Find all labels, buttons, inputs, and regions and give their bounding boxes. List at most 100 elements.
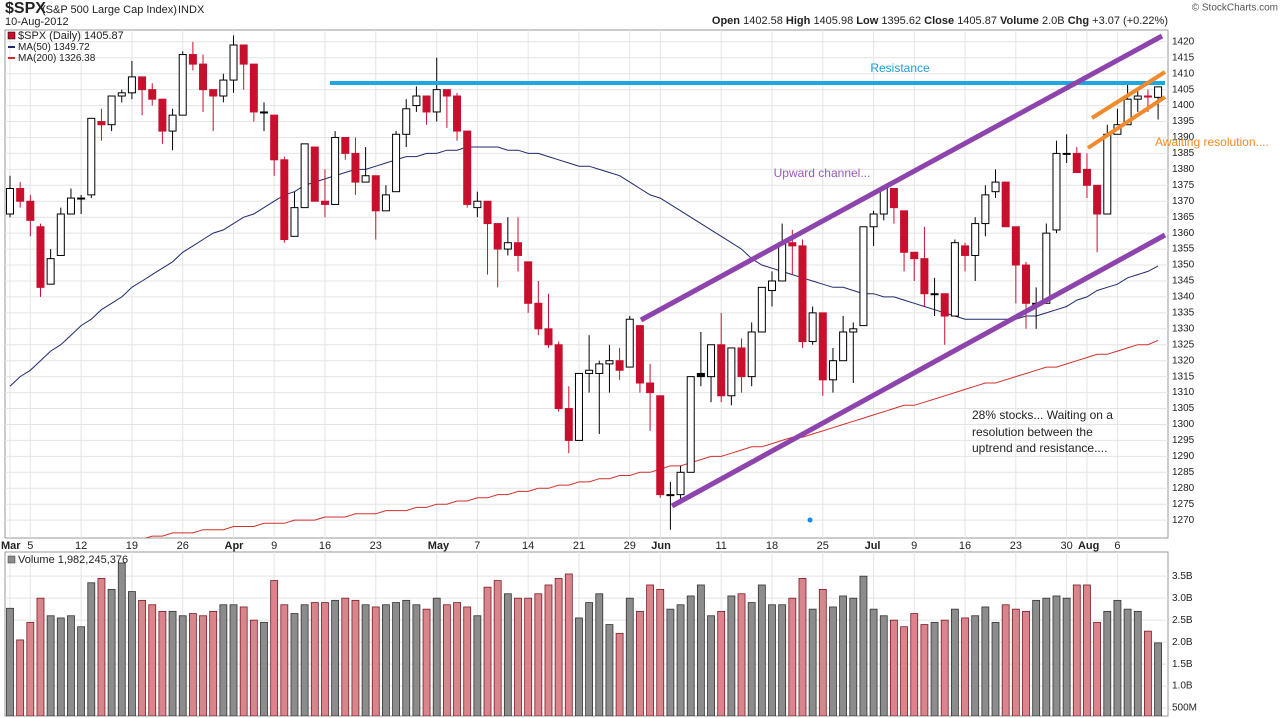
volume-bar	[707, 615, 715, 716]
volume-bar	[331, 599, 340, 716]
candle-body	[1143, 95, 1152, 98]
volume-bar	[280, 604, 289, 716]
y-tick-label: 1345	[1172, 276, 1195, 287]
volume-bar	[117, 562, 126, 716]
y-tick-label: 1330	[1172, 323, 1195, 334]
legend-entry: MA(200) 1326.38	[18, 53, 96, 64]
volume-bar	[1052, 595, 1061, 716]
volume-bar	[829, 606, 837, 716]
candle-body	[961, 245, 970, 256]
volume-bar	[869, 608, 878, 716]
channel-lower	[670, 232, 1167, 509]
legend-label: MA(200)	[18, 53, 56, 64]
volume-bar	[696, 584, 705, 716]
volume-bar	[757, 584, 766, 716]
volume-bar	[747, 602, 756, 716]
volume-bar	[300, 604, 309, 716]
header-label: Open	[712, 15, 740, 27]
candle-body	[544, 328, 553, 346]
volume-bar	[371, 606, 380, 716]
volume-bar	[615, 632, 624, 716]
volume-bar	[717, 610, 726, 716]
volume-bar	[625, 597, 634, 716]
volume-bar	[961, 617, 969, 716]
candle-body	[66, 197, 75, 215]
volume-bar	[1011, 608, 1020, 716]
volume-bar	[97, 577, 106, 716]
y-tick-label: 1300	[1172, 419, 1195, 430]
candle-body	[280, 159, 289, 241]
y-tick-label: 1370	[1172, 196, 1195, 207]
header-value: 2.0B	[1042, 15, 1065, 27]
legend-entry: MA(50) 1349.72	[18, 42, 90, 53]
candle-body	[940, 293, 949, 317]
symbol-name: (S&P 500 Large Cap Index)	[42, 4, 177, 16]
candle-body	[757, 286, 766, 333]
candle-body	[900, 210, 909, 253]
y-tick-label: 1350	[1172, 260, 1195, 271]
y-tick-label: 1355	[1172, 244, 1195, 255]
volume-bar	[524, 597, 533, 716]
header-value: 1405.87	[957, 15, 997, 27]
candle-body	[808, 312, 817, 343]
candle-body	[341, 136, 350, 154]
volume-bar	[879, 615, 888, 716]
x-tick-label: 12	[75, 540, 87, 552]
candle-body	[869, 213, 878, 228]
volume-bar	[900, 626, 908, 716]
candle-body	[392, 133, 401, 193]
volume-bar	[67, 615, 75, 716]
candle-body	[168, 114, 177, 132]
volume-bar	[808, 608, 817, 716]
volume-bar	[676, 604, 685, 716]
x-tick-label: 21	[573, 540, 585, 552]
candle-body	[737, 347, 746, 378]
candle-body	[158, 98, 167, 132]
candle-body	[402, 108, 411, 135]
candle-body	[229, 44, 238, 81]
candle-body	[188, 54, 197, 65]
header-value: 1395.62	[881, 15, 921, 27]
candle-body	[148, 89, 157, 100]
candle-body	[87, 117, 96, 196]
candle-body	[747, 331, 756, 378]
legend-value: 1405.87	[84, 30, 124, 42]
header-label: Chg	[1068, 15, 1089, 27]
candle-body	[249, 63, 258, 113]
header-value: 1405.98	[813, 15, 853, 27]
candle-body	[514, 242, 522, 256]
legend-swatch	[7, 555, 16, 564]
volume-bar	[1103, 610, 1112, 716]
candle-body	[696, 372, 705, 378]
volume-bar	[554, 577, 563, 716]
candle-body	[97, 121, 106, 126]
note-line: 28% stocks... Waiting on a	[972, 408, 1113, 422]
volume-bar	[940, 619, 949, 716]
volume-bar	[87, 582, 96, 716]
volume-bar	[36, 597, 45, 716]
y-tick-label: 1315	[1172, 371, 1195, 382]
candle-body	[310, 146, 319, 202]
volume-bar	[981, 606, 990, 716]
volume-bar	[229, 604, 238, 716]
candle-body	[219, 79, 228, 97]
y-tick-label: 1405	[1172, 84, 1195, 95]
volume-bar	[382, 604, 390, 716]
volume-bar	[950, 608, 959, 716]
volume-bar	[930, 621, 939, 716]
candle-body	[1062, 152, 1071, 155]
volume-bar	[128, 591, 136, 716]
y-tick-label: 1385	[1172, 148, 1195, 159]
candle-body	[503, 242, 512, 250]
y-tick-label: 1390	[1172, 132, 1195, 143]
volume-bar	[219, 604, 228, 716]
candle-body	[798, 245, 807, 343]
candle-body	[666, 494, 675, 497]
y-tick-label: 1320	[1172, 355, 1195, 366]
candle-body	[36, 226, 45, 288]
volume-bar	[1083, 584, 1091, 716]
volume-bar	[920, 624, 929, 716]
volume-bar	[503, 593, 512, 716]
candle-body	[493, 223, 502, 250]
volume-bar	[1093, 621, 1102, 716]
